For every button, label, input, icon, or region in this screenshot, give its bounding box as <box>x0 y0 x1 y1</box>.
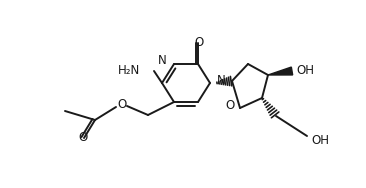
Text: OH: OH <box>311 133 329 146</box>
Polygon shape <box>268 67 293 75</box>
Text: O: O <box>117 99 127 111</box>
Text: N: N <box>158 55 167 67</box>
Text: OH: OH <box>296 64 314 77</box>
Text: H₂N: H₂N <box>118 64 140 77</box>
Text: O: O <box>78 131 87 144</box>
Text: N: N <box>217 74 226 86</box>
Text: O: O <box>226 99 235 112</box>
Text: O: O <box>194 36 203 49</box>
